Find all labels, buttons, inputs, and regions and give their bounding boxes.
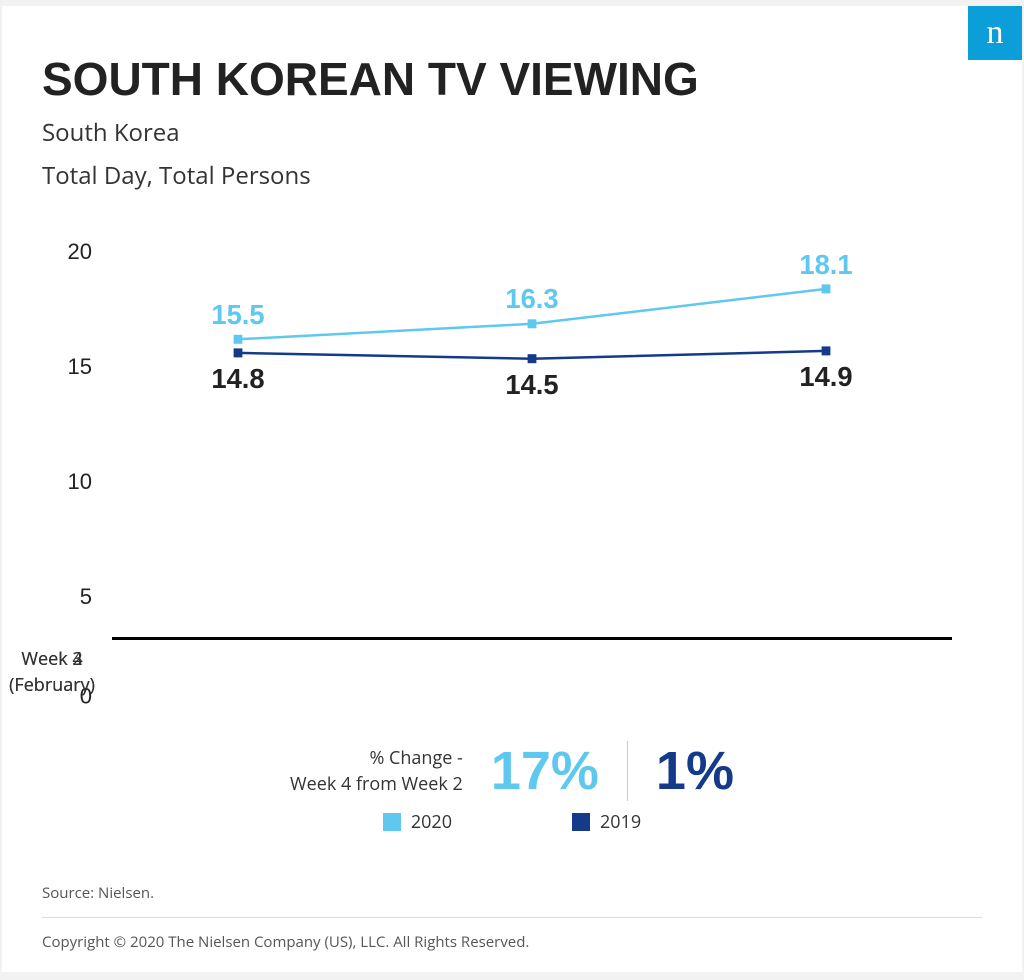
swatch-2020 (383, 813, 401, 831)
chart-subtitle-region: South Korea (42, 116, 982, 149)
chart-subtitle-metric: Total Day, Total Persons (42, 159, 982, 192)
x-cat-sub: (February) (9, 673, 95, 697)
footer: Source: Nielsen. Copyright © 2020 The Ni… (42, 883, 982, 952)
x-cat: Week 4 (21, 647, 82, 671)
logo-glyph: n (987, 14, 1004, 52)
data-label-2019: 14.8 (211, 363, 264, 394)
data-label-2019: 14.9 (799, 361, 852, 392)
source-line: Source: Nielsen. (42, 883, 982, 903)
x-axis-label: Week 4 (February) (9, 646, 95, 698)
divider (627, 741, 628, 801)
line-chart: 20 15 10 5 0 15.5 16.3 18.1 (52, 252, 952, 712)
nielsen-logo: n (968, 6, 1022, 60)
y-tick: 20 (52, 239, 92, 265)
chart-card: n SOUTH KOREAN TV VIEWING South Korea To… (2, 6, 1022, 972)
legend: 2020 2019 (42, 810, 982, 834)
swatch-2019 (572, 813, 590, 831)
marker-2020 (234, 335, 243, 344)
percent-change-2019: 1% (656, 740, 734, 802)
marker-2019 (234, 348, 243, 357)
data-label-2020: 16.3 (505, 283, 558, 314)
footer-divider (42, 917, 982, 918)
marker-2020 (528, 319, 537, 328)
data-label-2019: 14.5 (505, 369, 558, 400)
y-tick: 15 (52, 354, 92, 380)
plot-area: 15.5 16.3 18.1 14.8 14.5 14.9 (112, 252, 952, 640)
legend-label: 2020 (411, 810, 452, 834)
marker-2019 (528, 354, 537, 363)
legend-item-2019: 2019 (572, 810, 641, 834)
x-axis-baseline (112, 637, 952, 640)
marker-2020 (822, 284, 831, 293)
legend-label: 2019 (600, 810, 641, 834)
legend-item-2020: 2020 (383, 810, 452, 834)
data-label-2020: 15.5 (211, 299, 264, 330)
y-tick: 10 (52, 469, 92, 495)
chart-title: SOUTH KOREAN TV VIEWING (42, 52, 982, 106)
percent-change-label: % Change - Week 4 from Week 2 (290, 745, 463, 797)
percent-change-2020: 17% (491, 740, 599, 802)
chart-svg: 15.5 16.3 18.1 14.8 14.5 14.9 (112, 252, 952, 640)
data-label-2020: 18.1 (799, 252, 852, 280)
copyright-line: Copyright © 2020 The Nielsen Company (US… (42, 932, 982, 952)
y-tick: 5 (52, 584, 92, 610)
marker-2019 (822, 346, 831, 355)
percent-change-row: % Change - Week 4 from Week 2 17% 1% (42, 740, 982, 802)
